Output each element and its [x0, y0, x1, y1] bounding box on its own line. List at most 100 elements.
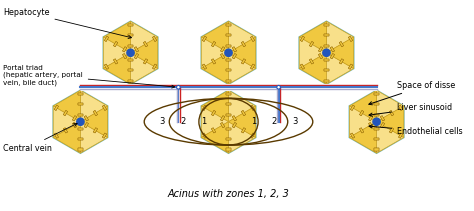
- Polygon shape: [153, 36, 157, 42]
- Polygon shape: [374, 103, 379, 106]
- Polygon shape: [123, 47, 127, 52]
- Polygon shape: [339, 59, 344, 64]
- Polygon shape: [228, 122, 256, 153]
- Polygon shape: [327, 37, 354, 69]
- Text: Central vein: Central vein: [3, 123, 77, 153]
- Polygon shape: [128, 69, 133, 71]
- Polygon shape: [226, 80, 231, 81]
- Polygon shape: [348, 36, 353, 42]
- Polygon shape: [64, 128, 68, 133]
- Polygon shape: [64, 111, 68, 116]
- Polygon shape: [84, 123, 89, 128]
- Polygon shape: [202, 36, 207, 42]
- Polygon shape: [374, 127, 379, 130]
- Polygon shape: [81, 122, 108, 153]
- Polygon shape: [390, 111, 393, 116]
- Polygon shape: [359, 128, 364, 133]
- Polygon shape: [324, 45, 329, 47]
- Polygon shape: [399, 133, 403, 138]
- Polygon shape: [123, 54, 127, 59]
- Polygon shape: [301, 64, 304, 69]
- Polygon shape: [93, 111, 98, 116]
- Polygon shape: [250, 133, 255, 138]
- Polygon shape: [324, 59, 329, 61]
- Polygon shape: [134, 54, 138, 59]
- Polygon shape: [103, 53, 130, 84]
- Polygon shape: [339, 59, 344, 64]
- Polygon shape: [201, 21, 228, 53]
- Polygon shape: [64, 111, 68, 116]
- Polygon shape: [55, 133, 58, 138]
- Polygon shape: [78, 149, 83, 150]
- Polygon shape: [350, 105, 355, 110]
- Polygon shape: [250, 105, 255, 110]
- Polygon shape: [380, 116, 384, 121]
- Polygon shape: [374, 93, 379, 95]
- Polygon shape: [220, 123, 225, 128]
- Polygon shape: [220, 116, 225, 121]
- Polygon shape: [220, 47, 225, 52]
- Polygon shape: [376, 90, 404, 122]
- Polygon shape: [232, 116, 237, 121]
- Text: Space of disse: Space of disse: [369, 81, 456, 105]
- Polygon shape: [226, 114, 231, 116]
- Polygon shape: [369, 123, 373, 128]
- Polygon shape: [232, 54, 237, 59]
- Polygon shape: [374, 149, 379, 150]
- Polygon shape: [299, 37, 327, 69]
- Polygon shape: [226, 24, 231, 26]
- Polygon shape: [226, 103, 231, 106]
- Polygon shape: [93, 111, 98, 116]
- Polygon shape: [226, 103, 231, 106]
- Polygon shape: [349, 90, 376, 122]
- Polygon shape: [310, 42, 314, 47]
- Polygon shape: [211, 128, 216, 133]
- Polygon shape: [349, 90, 404, 153]
- Polygon shape: [211, 111, 216, 116]
- Polygon shape: [201, 122, 228, 153]
- Polygon shape: [369, 116, 373, 121]
- Polygon shape: [319, 47, 323, 52]
- Polygon shape: [374, 138, 379, 140]
- Polygon shape: [128, 80, 133, 81]
- Polygon shape: [324, 34, 329, 37]
- Polygon shape: [339, 42, 344, 47]
- Polygon shape: [211, 128, 216, 133]
- Polygon shape: [103, 21, 158, 84]
- Polygon shape: [226, 34, 231, 37]
- Polygon shape: [324, 69, 329, 71]
- Polygon shape: [202, 64, 207, 69]
- Polygon shape: [349, 122, 376, 153]
- Polygon shape: [81, 106, 108, 137]
- Circle shape: [77, 118, 84, 125]
- Polygon shape: [380, 116, 384, 121]
- Polygon shape: [104, 64, 109, 69]
- Polygon shape: [201, 53, 228, 84]
- Polygon shape: [232, 116, 237, 121]
- Polygon shape: [330, 47, 335, 52]
- Polygon shape: [350, 133, 355, 138]
- Polygon shape: [241, 42, 246, 47]
- Polygon shape: [319, 47, 323, 52]
- Polygon shape: [220, 123, 225, 128]
- Polygon shape: [226, 149, 231, 150]
- Polygon shape: [128, 24, 133, 26]
- Polygon shape: [202, 64, 207, 69]
- Polygon shape: [144, 59, 147, 64]
- Polygon shape: [324, 24, 329, 26]
- Polygon shape: [113, 59, 118, 64]
- Polygon shape: [73, 123, 77, 128]
- Polygon shape: [128, 80, 133, 81]
- Polygon shape: [123, 54, 127, 59]
- Polygon shape: [202, 133, 207, 138]
- Polygon shape: [211, 42, 216, 47]
- Polygon shape: [374, 93, 379, 95]
- Polygon shape: [324, 80, 329, 81]
- Text: Endothelial cells: Endothelial cells: [369, 125, 463, 136]
- Text: 1: 1: [201, 117, 206, 126]
- Polygon shape: [153, 64, 157, 69]
- Polygon shape: [399, 105, 403, 110]
- Polygon shape: [128, 34, 133, 37]
- Polygon shape: [220, 47, 225, 52]
- Polygon shape: [369, 116, 373, 121]
